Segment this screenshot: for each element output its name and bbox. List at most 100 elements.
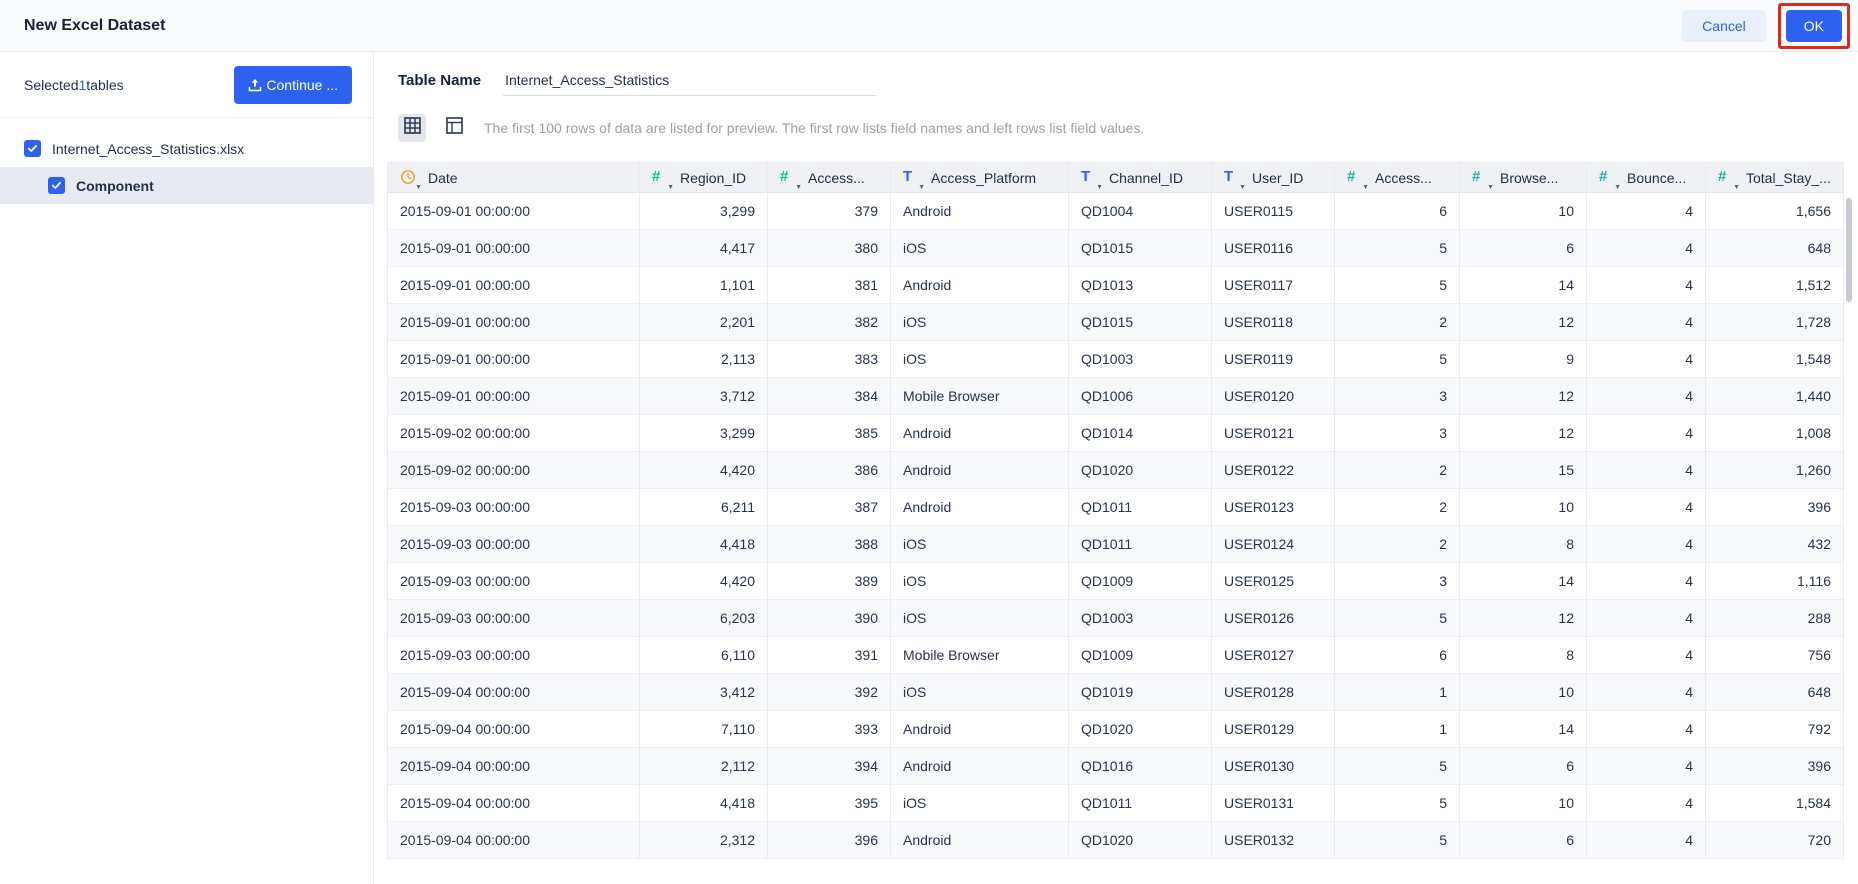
vertical-scrollbar[interactable] [1846, 198, 1852, 302]
column-header-access[interactable]: #▼Access... [1335, 163, 1460, 193]
table-name-label: Table Name [398, 72, 481, 96]
table-cell: 6 [1460, 748, 1587, 785]
table-cell: 4 [1587, 489, 1706, 526]
column-header-channel-id[interactable]: T▼ Channel_ID [1069, 163, 1212, 193]
column-header-label: Channel_ID [1109, 170, 1183, 186]
column-header-browse[interactable]: #▼Browse... [1460, 163, 1587, 193]
field-dropdown-caret-icon[interactable]: ▼ [1096, 184, 1103, 191]
column-header-region-id[interactable]: #▼Region_ID [640, 163, 768, 193]
table-cell: Android [891, 267, 1069, 304]
table-cell: 388 [768, 526, 891, 563]
table-row: 2015-09-03 00:00:004,418388iOSQD1011USER… [388, 526, 1844, 563]
table-cell: 720 [1706, 822, 1844, 859]
table-cell: USER0126 [1212, 600, 1335, 637]
column-header-total-stay[interactable]: #▼Total_Stay_... [1706, 163, 1844, 193]
table-row: 2015-09-01 00:00:003,712384Mobile Browse… [388, 378, 1844, 415]
table-cell: 2015-09-04 00:00:00 [388, 711, 640, 748]
cancel-button[interactable]: Cancel [1682, 10, 1766, 42]
table-cell: 6 [1460, 230, 1587, 267]
field-dropdown-caret-icon[interactable]: ▼ [1487, 184, 1494, 191]
column-header-access-platform[interactable]: T▼Access_Platform [891, 163, 1069, 193]
field-dropdown-caret-icon[interactable]: ▼ [415, 184, 422, 191]
table-cell: 2,113 [640, 341, 768, 378]
table-cell: 6 [1335, 637, 1460, 674]
table-cell: 4,417 [640, 230, 768, 267]
table-cell: 395 [768, 785, 891, 822]
text-field-icon: T▼ [1081, 169, 1101, 187]
column-header-label: Region_ID [680, 170, 746, 186]
table-cell: 2 [1335, 489, 1460, 526]
table-cell: iOS [891, 230, 1069, 267]
table-cell: 3 [1335, 378, 1460, 415]
column-header-label: Access_Platform [931, 170, 1036, 186]
tree-item-workbook[interactable]: Internet_Access_Statistics.xlsx [0, 130, 373, 167]
table-cell: Android [891, 711, 1069, 748]
field-dropdown-caret-icon[interactable]: ▼ [1733, 184, 1740, 191]
table-cell: USER0127 [1212, 637, 1335, 674]
table-cell: 1,260 [1706, 452, 1844, 489]
checkbox-checked-icon[interactable] [48, 177, 65, 194]
table-cell: 2 [1335, 452, 1460, 489]
table-cell: 10 [1460, 785, 1587, 822]
table-cell: 3,712 [640, 378, 768, 415]
table-cell: 390 [768, 600, 891, 637]
selected-tables-summary: Selected1tables [24, 77, 124, 93]
column-header-date[interactable]: ▼ Date [388, 163, 640, 193]
table-cell: USER0117 [1212, 267, 1335, 304]
table-row: 2015-09-02 00:00:003,299385AndroidQD1014… [388, 415, 1844, 452]
table-cell: 2015-09-04 00:00:00 [388, 748, 640, 785]
table-name-input[interactable] [503, 68, 876, 96]
table-cell: USER0115 [1212, 193, 1335, 230]
table-cell: 2015-09-01 00:00:00 [388, 378, 640, 415]
table-cell: 381 [768, 267, 891, 304]
field-dropdown-caret-icon[interactable]: ▼ [1362, 184, 1369, 191]
table-cell: 1,101 [640, 267, 768, 304]
grid-view-toggle[interactable] [398, 114, 426, 142]
table-cell: 4 [1587, 304, 1706, 341]
table-cell: 2015-09-01 00:00:00 [388, 341, 640, 378]
table-cell: 2015-09-01 00:00:00 [388, 230, 640, 267]
table-cell: QD1015 [1069, 230, 1212, 267]
field-dropdown-caret-icon[interactable]: ▼ [1614, 184, 1621, 191]
column-header-label: Browse... [1500, 170, 1558, 186]
table-cell: 4 [1587, 378, 1706, 415]
continue-button-label: Continue ... [266, 77, 338, 93]
table-cell: 12 [1460, 415, 1587, 452]
column-header-bounce[interactable]: #▼Bounce... [1587, 163, 1706, 193]
table-cell: QD1016 [1069, 748, 1212, 785]
preview-hint-text: The first 100 rows of data are listed fo… [484, 120, 1144, 136]
table-cell: 2015-09-02 00:00:00 [388, 415, 640, 452]
ok-button-annotation-box: OK [1778, 3, 1850, 49]
table-cell: 4 [1587, 563, 1706, 600]
table-cell: 12 [1460, 378, 1587, 415]
column-header-label: Date [428, 170, 458, 186]
continue-upload-button[interactable]: Continue ... [234, 66, 352, 104]
field-dropdown-caret-icon[interactable]: ▼ [1239, 184, 1246, 191]
table-cell: 4 [1587, 452, 1706, 489]
table-cell: 1,728 [1706, 304, 1844, 341]
table-cell: QD1019 [1069, 674, 1212, 711]
ok-button[interactable]: OK [1786, 10, 1842, 42]
table-row: 2015-09-04 00:00:002,112394AndroidQD1016… [388, 748, 1844, 785]
field-dropdown-caret-icon[interactable]: ▼ [667, 184, 674, 191]
checkbox-checked-icon[interactable] [24, 140, 41, 157]
table-cell: 8 [1460, 526, 1587, 563]
column-header-user-id[interactable]: T▼User_ID [1212, 163, 1335, 193]
field-dropdown-caret-icon[interactable]: ▼ [795, 184, 802, 191]
table-cell: 6,203 [640, 600, 768, 637]
table-row: 2015-09-01 00:00:004,417380iOSQD1015USER… [388, 230, 1844, 267]
table-cell: Android [891, 822, 1069, 859]
tree-item-sheet[interactable]: Component [0, 167, 373, 204]
table-cell: 4 [1587, 193, 1706, 230]
table-cell: 4 [1587, 600, 1706, 637]
table-cell: Android [891, 489, 1069, 526]
table-cell: USER0124 [1212, 526, 1335, 563]
transpose-view-toggle[interactable] [440, 114, 468, 142]
column-header-access[interactable]: #▼Access... [768, 163, 891, 193]
table-cell: 432 [1706, 526, 1844, 563]
table-cell: 7,110 [640, 711, 768, 748]
table-cell: 4 [1587, 415, 1706, 452]
table-row: 2015-09-01 00:00:002,201382iOSQD1015USER… [388, 304, 1844, 341]
table-cell: 382 [768, 304, 891, 341]
field-dropdown-caret-icon[interactable]: ▼ [918, 184, 925, 191]
